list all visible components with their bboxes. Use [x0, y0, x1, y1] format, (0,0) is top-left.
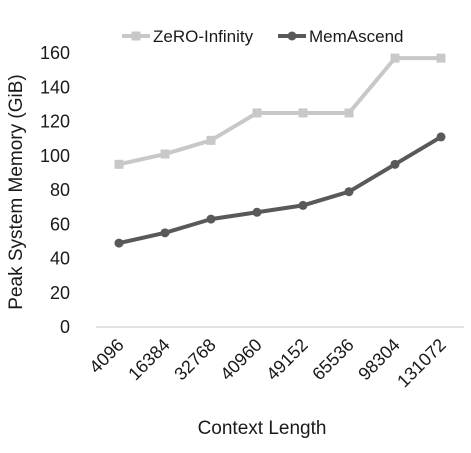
y-tick-label: 0 — [60, 317, 70, 337]
y-tick-label: 120 — [40, 112, 70, 132]
data-point-memascend — [160, 228, 170, 238]
data-point-memascend — [206, 214, 216, 224]
x-tick-label: 49152 — [262, 335, 312, 385]
data-point-memascend — [436, 132, 446, 142]
x-tick-label: 40960 — [216, 335, 266, 385]
data-point-zero-infinity — [206, 135, 216, 145]
data-point-zero-infinity — [160, 149, 170, 159]
data-point-memascend — [298, 200, 308, 210]
y-tick-label: 40 — [50, 249, 70, 269]
series-line-zero-infinity — [118, 56, 441, 167]
data-point-memascend — [390, 159, 400, 169]
y-tick-label: 100 — [40, 146, 70, 166]
x-tick-label: 32768 — [170, 335, 220, 385]
data-point-memascend — [344, 187, 354, 197]
y-axis-title: Peak System Memory (GiB) — [6, 74, 27, 309]
series-line-memascend — [118, 135, 443, 246]
x-tick-label: 16384 — [124, 335, 174, 385]
data-point-zero-infinity — [390, 53, 400, 63]
x-tick-label: 4096 — [85, 335, 127, 377]
data-point-memascend — [114, 238, 124, 248]
data-point-zero-infinity — [114, 159, 124, 169]
data-point-zero-infinity — [252, 108, 262, 118]
data-point-memascend — [252, 207, 262, 217]
y-tick-label: 60 — [50, 214, 70, 234]
legend: ZeRO-Infinity MemAscend — [122, 27, 403, 46]
y-tick-label: 80 — [50, 180, 70, 200]
y-tick-label: 140 — [40, 77, 70, 97]
series-layer — [114, 53, 446, 248]
legend-marker-zero-infinity — [131, 31, 141, 41]
legend-label-memascend: MemAscend — [309, 27, 403, 46]
x-axis-title: Context Length — [198, 418, 327, 439]
legend-label-zero-infinity: ZeRO-Infinity — [153, 27, 254, 46]
data-point-zero-infinity — [298, 108, 308, 118]
legend-marker-memascend — [287, 31, 297, 41]
data-point-zero-infinity — [436, 53, 446, 63]
y-axis-ticks: 0 20 40 60 80 100 120 140 160 — [40, 43, 70, 337]
y-tick-label: 20 — [50, 283, 70, 303]
x-tick-label: 65536 — [308, 335, 358, 385]
data-point-zero-infinity — [344, 108, 354, 118]
y-tick-label: 160 — [40, 43, 70, 63]
x-tick-label: 131072 — [393, 335, 450, 392]
